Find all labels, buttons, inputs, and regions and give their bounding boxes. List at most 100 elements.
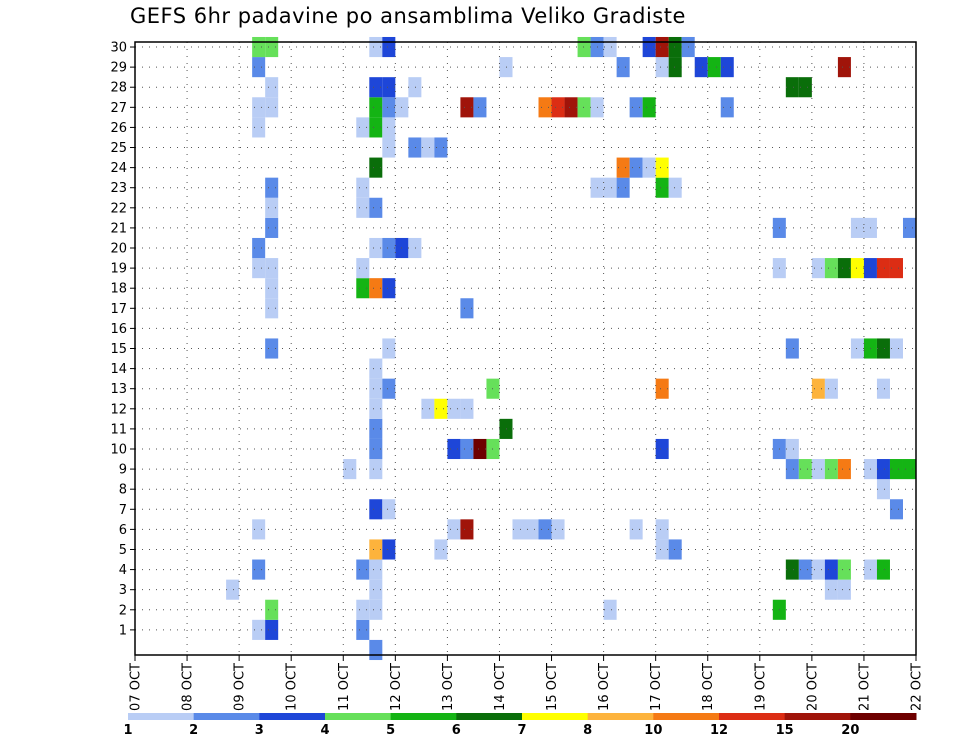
x-tick-label: 22 OCT	[910, 663, 925, 711]
heatmap-cell	[668, 539, 682, 560]
heatmap-cell	[616, 157, 630, 178]
heatmap-cell	[811, 559, 825, 580]
x-tick-label: 21 OCT	[857, 663, 872, 711]
y-tick-label: 11	[110, 422, 127, 437]
x-tick-label: 17 OCT	[649, 663, 664, 711]
heatmap-cell	[369, 378, 383, 399]
heatmap-cell	[811, 378, 825, 399]
heatmap-cell	[356, 177, 370, 198]
heatmap-cell	[850, 217, 864, 238]
heatmap-cell	[382, 499, 396, 520]
heatmap-cell	[837, 579, 851, 600]
heatmap-cell	[655, 57, 669, 78]
heatmap-cell	[655, 539, 669, 560]
y-tick-label: 17	[110, 302, 127, 317]
heatmap-cell	[265, 619, 279, 640]
heatmap-cell	[369, 579, 383, 600]
heatmap-cell	[369, 559, 383, 580]
heatmap-cell	[369, 398, 383, 419]
heatmap-cell	[837, 57, 851, 78]
heatmap-cell	[369, 358, 383, 379]
heatmap-cell	[382, 539, 396, 560]
x-tick-label: 12 OCT	[389, 663, 404, 711]
heatmap-cell	[889, 499, 903, 520]
heatmap-cell	[369, 599, 383, 620]
heatmap-cell	[369, 499, 383, 520]
x-tick-label: 14 OCT	[493, 663, 508, 711]
colorbar-label: 8	[583, 723, 592, 738]
heatmap-cell	[603, 177, 617, 198]
colorbar-segment	[456, 713, 523, 720]
heatmap-cell	[629, 519, 643, 540]
heatmap-cell	[577, 97, 591, 118]
y-tick-label: 18	[110, 282, 127, 297]
colorbar-segment	[784, 713, 851, 720]
heatmap-cell	[265, 258, 279, 279]
heatmap-cell	[655, 519, 669, 540]
heatmap-cell	[460, 438, 474, 460]
heatmap-cell	[603, 36, 617, 58]
y-tick-label: 2	[119, 603, 127, 618]
heatmap-cell	[551, 97, 565, 118]
heatmap-cell	[421, 398, 435, 419]
heatmap-cell	[837, 258, 851, 279]
y-tick-label: 23	[110, 181, 127, 196]
y-tick-label: 6	[119, 523, 127, 538]
heatmap-cell	[876, 338, 890, 359]
heatmap-cell	[382, 278, 396, 299]
heatmap-cell	[616, 177, 630, 198]
heatmap-cell	[655, 36, 669, 58]
x-tick-label: 07 OCT	[129, 663, 144, 711]
heatmap-cell	[655, 378, 669, 399]
y-tick-label: 4	[119, 563, 127, 578]
heatmap-cell	[655, 177, 669, 198]
heatmap-cell	[460, 519, 474, 540]
colorbar-segment	[390, 713, 457, 720]
heatmap-cell	[850, 338, 864, 359]
y-tick-label: 14	[110, 362, 127, 377]
colorbar: 1 2 3 4 5 6 7 8 10 12 15 20	[123, 713, 917, 738]
heatmap-cell	[369, 77, 383, 98]
colorbar-label: 4	[320, 723, 329, 738]
heatmap-cell	[798, 77, 812, 98]
heatmap-cell	[408, 137, 422, 158]
heatmap-cell	[473, 97, 487, 118]
heatmap-cell	[837, 559, 851, 580]
heatmap-cell	[720, 97, 734, 118]
heatmap-cell	[369, 117, 383, 138]
heatmap-cell	[382, 117, 396, 138]
heatmap-cell	[356, 278, 370, 299]
heatmap-cell	[642, 157, 656, 178]
heatmap-cell	[876, 378, 890, 399]
heatmap-cell	[265, 217, 279, 238]
heatmap-cell	[876, 479, 890, 500]
colorbar-segment	[325, 713, 392, 720]
heatmap-cell	[252, 57, 266, 78]
heatmap-cell	[369, 639, 383, 661]
y-tick-label: 21	[110, 221, 127, 236]
y-tick-label: 27	[110, 101, 127, 116]
heatmap-cell	[226, 579, 240, 600]
y-tick-label: 24	[110, 161, 127, 176]
heatmap-cell	[252, 237, 266, 259]
y-tick-label: 20	[110, 242, 127, 257]
heatmap-cell	[577, 36, 591, 58]
x-tick-label: 10 OCT	[285, 663, 300, 711]
heatmap-cell	[785, 438, 799, 460]
heatmap-cell	[798, 459, 812, 480]
heatmap-cell	[603, 599, 617, 620]
heatmap-cell	[785, 77, 799, 98]
y-tick-label: 8	[119, 483, 127, 498]
heatmap-cell	[434, 398, 448, 419]
x-tick-label: 09 OCT	[233, 663, 248, 711]
heatmap-cell	[356, 258, 370, 279]
y-tick-label: 15	[110, 342, 127, 357]
heatmap-cell	[811, 459, 825, 480]
heatmap-cell	[538, 519, 552, 540]
heatmap-cell	[447, 438, 461, 460]
x-tick-label: 15 OCT	[545, 663, 560, 711]
heatmap-cell	[447, 519, 461, 540]
heatmap-cell	[356, 117, 370, 138]
heatmap-cell	[902, 217, 916, 238]
heatmap-cell	[824, 459, 838, 480]
